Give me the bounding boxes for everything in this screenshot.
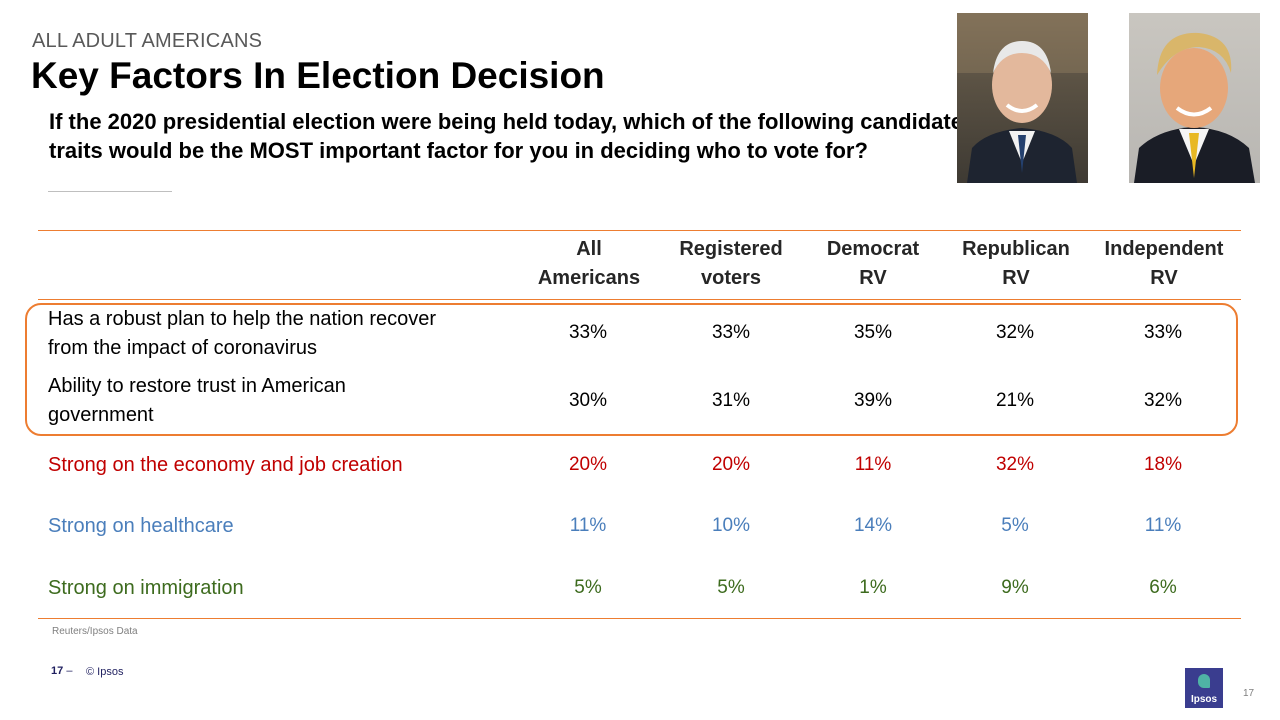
table-cell: 11% (854, 454, 892, 475)
table-cell: 32% (995, 454, 1035, 475)
candidate-photo-left (957, 13, 1088, 183)
table-cell: 5% (1001, 515, 1029, 536)
table-cell: 21% (995, 390, 1035, 411)
row-label: Strong on immigration (48, 577, 244, 599)
source-note: Reuters/Ipsos Data (52, 626, 138, 637)
question-divider (48, 191, 172, 192)
table-cell: 20% (711, 454, 751, 475)
table-cell: 32% (1143, 390, 1183, 411)
table-cell: 18% (1143, 454, 1183, 475)
table-cell: 10% (711, 515, 751, 536)
table-cell: 30% (568, 390, 608, 411)
table-top-rule (38, 230, 1241, 231)
table-cell: 1% (859, 577, 887, 598)
eyebrow-label: ALL ADULT AMERICANS (32, 30, 263, 52)
table-cell: 33% (711, 322, 751, 343)
column-header: Registered voters (679, 238, 783, 289)
row-label: Ability to restore trust in American gove… (48, 375, 346, 426)
column-header: Independent RV (1104, 238, 1224, 289)
table-cell: 5% (574, 577, 602, 598)
row-label: Has a robust plan to help the nation rec… (48, 308, 437, 359)
column-header: All Americans (537, 238, 641, 289)
header-bottom-rule (38, 299, 1241, 300)
row-label: Strong on the economy and job creation (48, 454, 403, 476)
logo-mark-icon (1198, 674, 1210, 688)
table-cell: 9% (1001, 577, 1029, 598)
footer-copyright: © Ipsos (86, 666, 124, 678)
table-cell: 20% (568, 454, 608, 475)
table-cell: 32% (995, 322, 1035, 343)
table-bottom-rule (38, 618, 1241, 619)
candidate-photo-right (1129, 13, 1260, 183)
ipsos-logo: Ipsos (1185, 668, 1223, 708)
survey-question: If the 2020 presidential election were b… (49, 109, 963, 163)
table-cell: 33% (568, 322, 608, 343)
table-cell: 11% (569, 515, 607, 536)
table-cell: 6% (1149, 577, 1177, 598)
table-cell: 14% (853, 515, 893, 536)
column-header: Republican RV (962, 238, 1070, 289)
table-cell: 39% (853, 390, 893, 411)
table-cell: 5% (717, 577, 745, 598)
page-title: Key Factors In Election Decision (31, 55, 605, 96)
footer-page-number: 17 – (51, 665, 73, 677)
row-label: Strong on healthcare (48, 515, 234, 537)
table-cell: 11% (1144, 515, 1182, 536)
column-header: Democrat RV (826, 238, 920, 289)
table-cell: 31% (711, 390, 751, 411)
table-cell: 33% (1143, 322, 1183, 343)
logo-text: Ipsos (1190, 694, 1218, 705)
table-cell: 35% (853, 322, 893, 343)
highlight-box (25, 303, 1238, 436)
slide-number: 17 (1243, 688, 1255, 699)
